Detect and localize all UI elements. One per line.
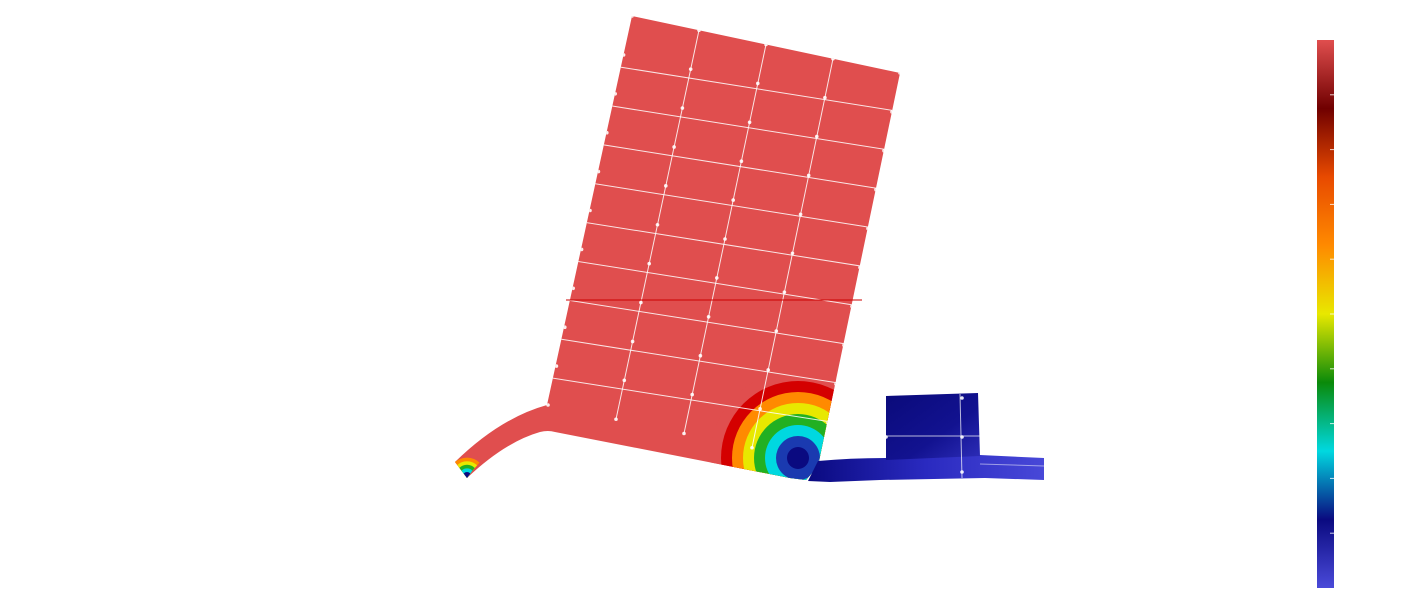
right-grid [884, 393, 1045, 479]
right-strip [808, 455, 1044, 482]
main-mesh-region [455, 16, 900, 480]
right-block [886, 393, 980, 460]
colorbar-gradient [1317, 40, 1334, 588]
contour-ring [787, 447, 809, 469]
colorbar [1317, 40, 1334, 588]
right-body [808, 393, 1045, 482]
contour-main [710, 370, 886, 480]
contour-ring [463, 472, 471, 478]
colorbar-ticks [1330, 94, 1334, 534]
